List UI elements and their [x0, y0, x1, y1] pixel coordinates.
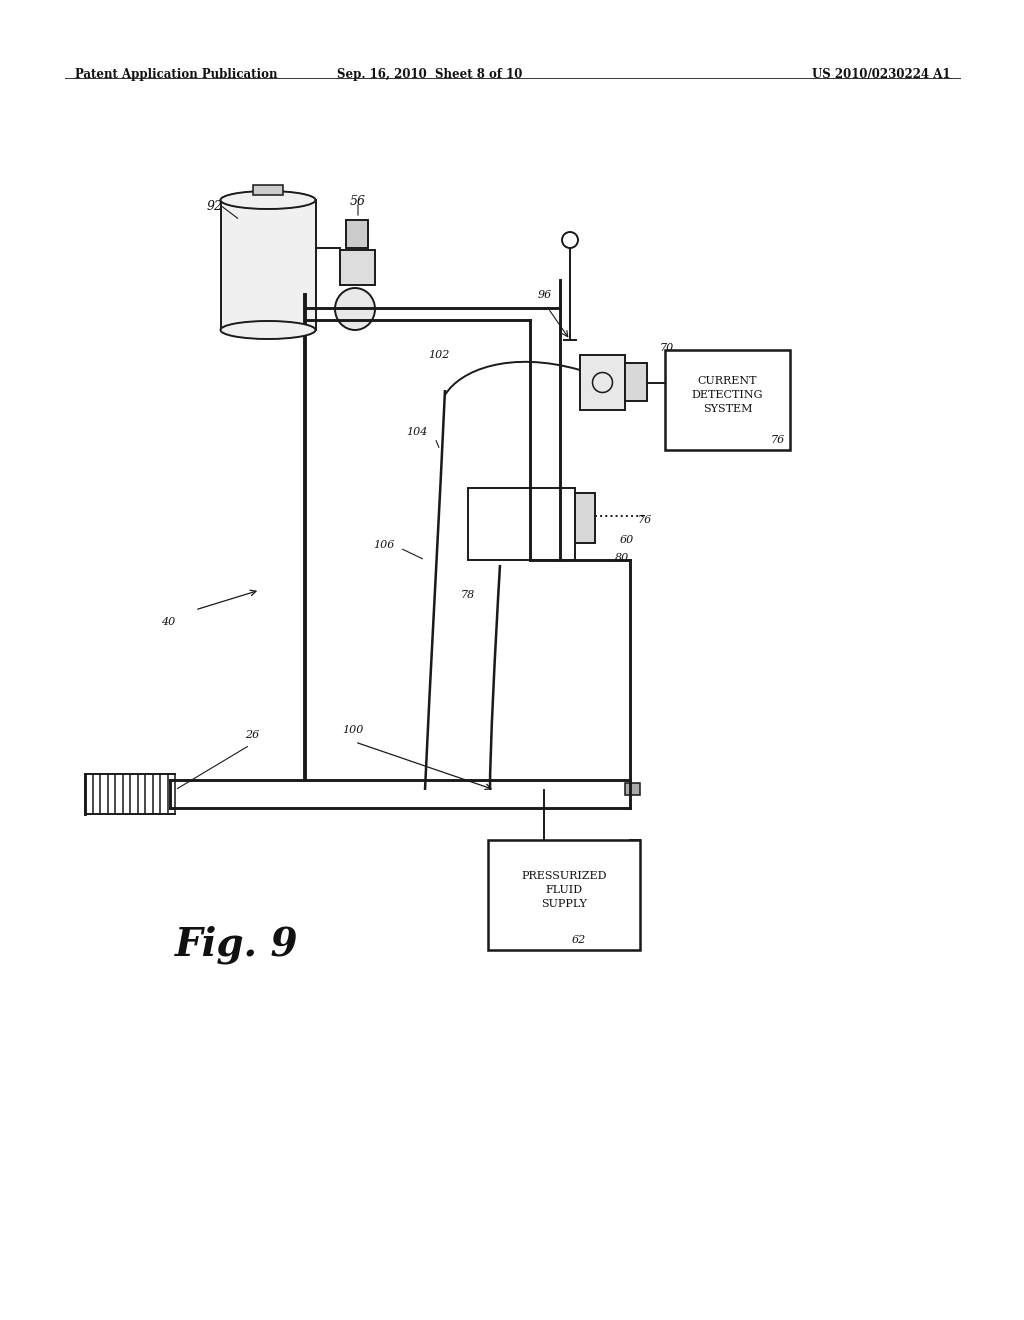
Bar [665, 350, 790, 450]
Bar [488, 840, 640, 950]
Text: 76: 76 [638, 515, 652, 525]
Text: 102: 102 [429, 350, 450, 360]
Text: 92: 92 [207, 201, 223, 213]
Bar [253, 185, 283, 195]
Text: 104: 104 [407, 426, 428, 437]
Text: 78: 78 [461, 590, 475, 601]
Text: PRESSURIZED
FLUID
SUPPLY: PRESSURIZED FLUID SUPPLY [521, 871, 607, 909]
Text: 100: 100 [342, 725, 364, 735]
Bar [575, 492, 595, 543]
Text: 62: 62 [571, 935, 586, 945]
Bar [580, 355, 625, 411]
Text: 96: 96 [538, 290, 552, 300]
Text: 26: 26 [245, 730, 259, 741]
Bar [625, 783, 640, 795]
Ellipse shape [335, 288, 375, 330]
Text: 40: 40 [161, 616, 175, 627]
Bar [625, 363, 647, 401]
Bar [340, 249, 375, 285]
Bar [346, 220, 368, 248]
Text: 80: 80 [615, 553, 630, 564]
Bar [468, 488, 575, 560]
Text: 106: 106 [374, 540, 395, 550]
Text: Fig. 9: Fig. 9 [175, 925, 299, 964]
Ellipse shape [220, 321, 315, 339]
Text: Patent Application Publication: Patent Application Publication [75, 69, 278, 81]
Text: 70: 70 [660, 343, 674, 352]
Ellipse shape [220, 191, 315, 209]
Text: US 2010/0230224 A1: US 2010/0230224 A1 [811, 69, 950, 81]
Bar [220, 201, 315, 330]
Text: 76: 76 [771, 436, 785, 445]
Text: Sep. 16, 2010  Sheet 8 of 10: Sep. 16, 2010 Sheet 8 of 10 [337, 69, 522, 81]
Text: 60: 60 [620, 535, 634, 545]
Text: CURRENT
DETECTING
SYSTEM: CURRENT DETECTING SYSTEM [692, 376, 763, 414]
Text: 56: 56 [350, 195, 366, 209]
